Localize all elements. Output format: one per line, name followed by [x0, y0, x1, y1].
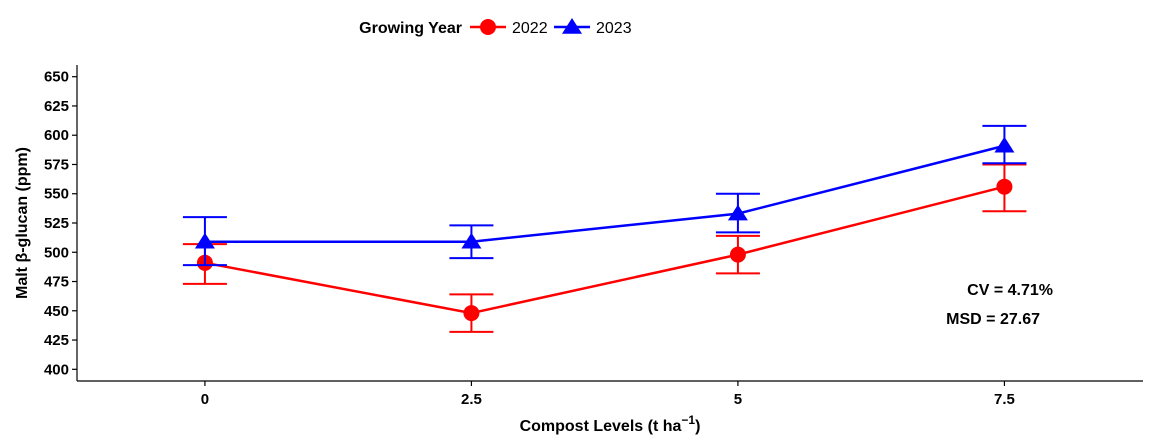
y-tick-label: 575 [44, 156, 69, 173]
series-line-2023 [204, 144, 1005, 243]
y-tick-label: 475 [44, 274, 69, 291]
data-point-2023 [727, 204, 748, 221]
legend-label-2023: 2023 [596, 20, 632, 37]
legend-marker-2022 [480, 19, 496, 35]
legend-item-2022: 2022 [470, 19, 548, 37]
y-tick-label: 400 [44, 361, 69, 378]
x-tick-label: 7.5 [994, 391, 1015, 408]
data-point-2023 [194, 232, 215, 249]
legend-label-2022: 2022 [512, 20, 548, 37]
x-tick-label: 0 [201, 391, 209, 408]
y-tick-label: 450 [44, 303, 69, 320]
legend: Growing Year 2022 2023 [359, 18, 632, 37]
series-2022 [182, 163, 1027, 333]
data-point-2023 [994, 136, 1015, 153]
x-axis-title-sup: −1 [681, 413, 695, 427]
series-layer [182, 124, 1027, 333]
data-point-2022 [729, 246, 746, 263]
x-tick-label: 2.5 [461, 391, 482, 408]
y-tick-label: 625 [44, 98, 69, 115]
x-axis-title-main: Compost Levels (t ha [520, 418, 682, 435]
y-tick-label: 600 [44, 127, 69, 144]
msd-annotation: MSD = 27.67 [946, 311, 1040, 328]
y-tick-label: 500 [44, 244, 69, 261]
y-tick-label: 525 [44, 215, 69, 232]
legend-marker-2023 [562, 18, 582, 34]
legend-item-2023: 2023 [554, 18, 632, 37]
y-axis-title: Malt β-glucan (ppm) [14, 147, 31, 299]
x-axis-title-close: ) [695, 418, 700, 435]
y-tick-label: 425 [44, 332, 69, 349]
legend-title: Growing Year [359, 20, 462, 37]
series-line-2022 [204, 185, 1005, 315]
y-tick-label: 550 [44, 186, 69, 203]
x-axis-title: Compost Levels (t ha−1) [520, 413, 701, 435]
data-point-2023 [461, 232, 482, 249]
data-point-2022 [463, 305, 480, 322]
data-point-2022 [996, 178, 1013, 195]
x-tick-label: 5 [734, 391, 742, 408]
cv-annotation: CV = 4.71% [967, 282, 1053, 299]
y-tick-label: 650 [44, 69, 69, 86]
x-ticks: 0 2.5 5 7.5 [201, 381, 1015, 408]
series-2023 [182, 124, 1027, 267]
y-ticks: 400 425 450 475 500 525 550 575 600 625 650 [44, 69, 77, 378]
